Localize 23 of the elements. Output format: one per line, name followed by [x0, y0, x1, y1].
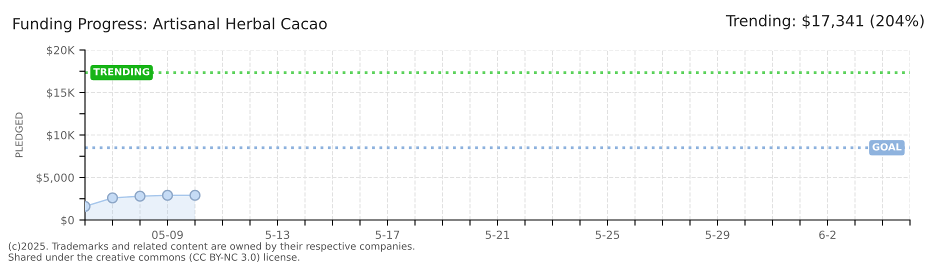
- x-tick-label: 6-2: [819, 230, 836, 240]
- x-tick-label: 5-29: [706, 230, 730, 240]
- point: [106, 192, 118, 204]
- y-axis-title: PLEDGED: [15, 112, 23, 158]
- ref-line-label: GOAL: [872, 143, 902, 151]
- x-tick-label: 5-25: [596, 230, 620, 240]
- point: [134, 190, 146, 202]
- point: [189, 190, 201, 201]
- text: Shared under the creative commons (CC BY-NC 3.0) license.: [8, 253, 300, 262]
- y-tick-label: $10K: [47, 130, 75, 141]
- text: (c)2025. Trademarks and related content are owned by their respective companies.: [8, 242, 414, 252]
- chart-subtitle: Trending: $17,341 (204%): [726, 14, 924, 30]
- x-tick-label: 05-09: [152, 230, 183, 240]
- y-tick-label: $20K: [47, 46, 75, 56]
- x-tick-label: 5-17: [376, 230, 400, 240]
- chart-title: Funding Progress: Artisanal Herbal Cacao: [14, 18, 327, 32]
- x-tick-label: 5-13: [266, 230, 290, 240]
- point: [162, 190, 174, 201]
- ref-line-label: TRENDING: [93, 68, 150, 76]
- y-tick-label: $0: [61, 216, 74, 226]
- y-tick-label: $15K: [47, 88, 75, 98]
- x-tick-label: 5-21: [486, 230, 510, 240]
- y-tick-label: $5,000: [36, 173, 74, 184]
